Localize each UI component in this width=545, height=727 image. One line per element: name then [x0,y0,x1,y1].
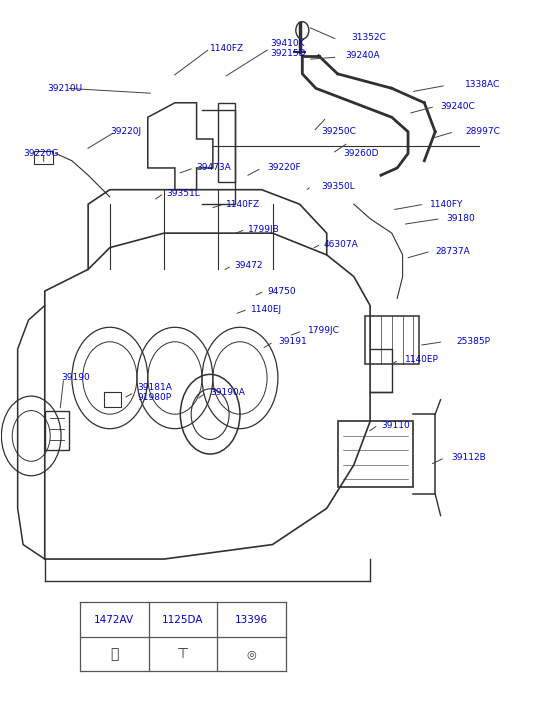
Text: 39190A: 39190A [210,388,245,397]
Text: 31352C: 31352C [351,33,386,42]
Text: 39220J: 39220J [110,127,141,136]
Text: 39260D: 39260D [343,149,378,158]
Text: 25385P: 25385P [457,337,491,346]
Text: 94750: 94750 [267,286,296,296]
Text: ⌒: ⌒ [110,647,119,661]
Text: 39351L: 39351L [167,189,201,198]
Text: ◎: ◎ [247,649,257,659]
Text: 1799JC: 1799JC [308,326,340,335]
Text: 39473A: 39473A [197,164,231,172]
Text: 39220G: 39220G [23,149,58,158]
Bar [34,151,53,164]
Text: 39190: 39190 [61,374,90,382]
Text: 1140FZ: 1140FZ [210,44,244,53]
Text: 39210U: 39210U [47,84,83,93]
Text: 39180: 39180 [446,214,475,223]
Text: 46307A: 46307A [324,239,359,249]
Text: 39240C: 39240C [440,102,475,111]
Text: 39250C: 39250C [322,127,356,136]
Text: 1125DA: 1125DA [162,615,204,624]
Bar [45,411,69,451]
Text: 28737A: 28737A [435,246,470,256]
Text: 39112B: 39112B [451,453,486,462]
Text: 39191: 39191 [278,337,307,346]
Text: 1140FY: 1140FY [430,200,463,209]
Text: 1140FZ: 1140FZ [226,200,261,209]
Text: 39220F: 39220F [267,164,301,172]
Text: 13396: 13396 [235,615,268,624]
Text: 39350L: 39350L [322,182,355,190]
Text: 28997C: 28997C [465,127,500,136]
Text: 39181A
91980P: 39181A 91980P [137,383,172,402]
Text: ⊤: ⊤ [177,647,189,661]
Bar [365,316,419,364]
Text: 1140EJ: 1140EJ [251,305,282,313]
Text: 39410K
39215D: 39410K 39215D [270,39,305,58]
Text: 1338AC: 1338AC [465,80,500,89]
Text: 39240A: 39240A [346,51,380,60]
Bar [337,422,414,486]
Text: 1140EP: 1140EP [405,356,439,364]
Text: 1799JB: 1799JB [248,225,280,234]
Text: 39110: 39110 [381,420,410,430]
Text: 39472: 39472 [234,261,263,270]
Text: 1472AV: 1472AV [94,615,135,624]
